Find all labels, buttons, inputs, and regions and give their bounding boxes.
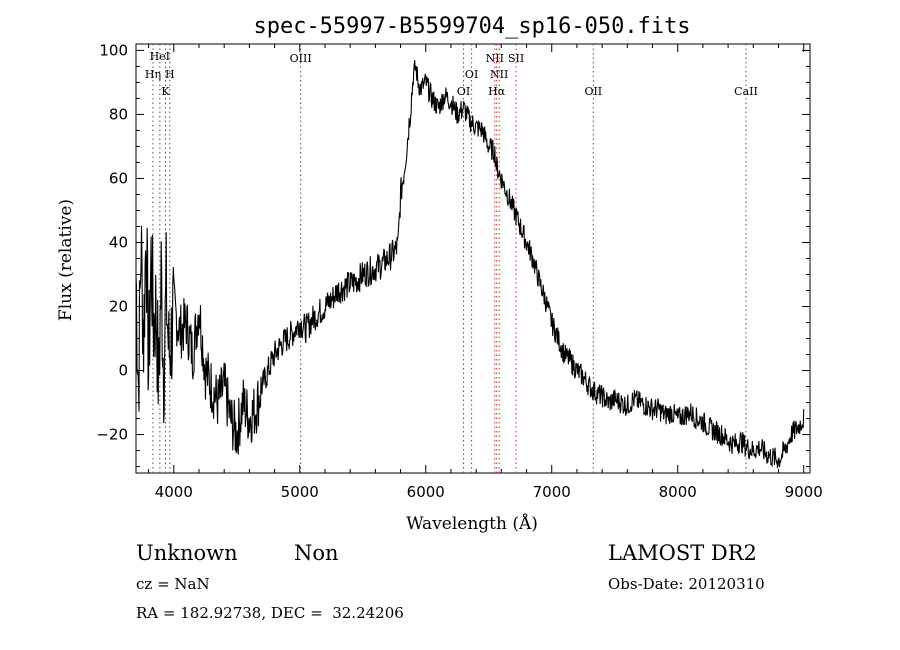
x-tick-label: 9000 xyxy=(785,483,823,501)
reference-line-label: OI xyxy=(465,68,478,81)
object-subclass: Non xyxy=(294,541,339,565)
reference-line-label: OIII xyxy=(290,52,312,65)
spectrum-series-line xyxy=(135,60,805,469)
x-axis-label: Wavelength (Å) xyxy=(406,513,538,534)
redshift-readout: cz = NaN xyxy=(136,575,210,593)
y-tick-label: 60 xyxy=(109,169,128,187)
y-tick-label: −20 xyxy=(96,426,128,444)
reference-line-label: K xyxy=(161,85,170,98)
reference-line-label: NII xyxy=(486,52,504,65)
chart-title: spec-55997-B5599704_sp16-050.fits xyxy=(253,14,690,39)
reference-line-label: Hη xyxy=(145,68,161,81)
reference-line-label: H xyxy=(165,68,175,81)
survey-name: LAMOST DR2 xyxy=(608,541,757,565)
y-tick-label: 20 xyxy=(109,298,128,316)
y-tick-label: 80 xyxy=(109,105,128,123)
reference-line-label: Hα xyxy=(488,85,506,98)
reference-line-label: OII xyxy=(584,85,602,98)
y-tick-label: 0 xyxy=(118,362,128,380)
reference-line-label: OI xyxy=(457,85,470,98)
x-tick-label: 5000 xyxy=(281,483,319,501)
reference-line-label: HeI xyxy=(150,50,170,63)
plot-frame xyxy=(135,43,811,474)
y-tick-label: 40 xyxy=(109,233,128,251)
coordinates-readout: RA = 182.92738, DEC = 32.24206 xyxy=(136,604,404,622)
reference-line-label: SII xyxy=(508,52,524,65)
x-tick-label: 4000 xyxy=(155,483,193,501)
reference-line-label: NII xyxy=(490,68,508,81)
x-tick-label: 8000 xyxy=(659,483,697,501)
x-tick-label: 6000 xyxy=(407,483,445,501)
object-class: Unknown xyxy=(136,541,238,565)
reference-line-label: CaII xyxy=(734,85,758,98)
y-tick-label: 100 xyxy=(99,41,128,59)
observation-date: Obs-Date: 20120310 xyxy=(608,575,765,593)
x-tick-label: 7000 xyxy=(533,483,571,501)
y-axis-label: Flux (relative) xyxy=(56,199,76,321)
